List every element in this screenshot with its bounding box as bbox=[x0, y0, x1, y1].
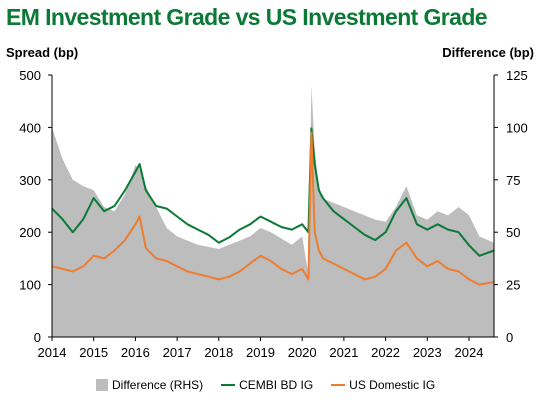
y-tick-label-right: 25 bbox=[506, 278, 520, 293]
x-tick-label: 2022 bbox=[371, 345, 400, 360]
x-tick-label: 2017 bbox=[163, 345, 192, 360]
x-tick-label: 2024 bbox=[455, 345, 484, 360]
legend-item-difference: Difference (RHS) bbox=[96, 378, 203, 392]
y-tick-label-left: 200 bbox=[19, 225, 41, 240]
legend-label-difference: Difference (RHS) bbox=[112, 378, 204, 392]
x-tick-label: 2023 bbox=[413, 345, 442, 360]
chart-title: EM Investment Grade vs US Investment Gra… bbox=[6, 4, 488, 30]
y-tick-label-right: 75 bbox=[506, 173, 520, 188]
series-line-us-domestic-ig bbox=[51, 131, 495, 286]
series-line-cembi-bd-ig bbox=[51, 127, 495, 257]
y-tick-label-right: 50 bbox=[506, 225, 520, 240]
y-tick-label-right: 100 bbox=[506, 120, 528, 135]
x-tick-label: 2015 bbox=[79, 345, 108, 360]
y-tick-label-left: 400 bbox=[19, 120, 41, 135]
legend-item-cembi: CEMBI BD IG bbox=[221, 378, 313, 392]
legend-swatch-us-ig bbox=[331, 384, 346, 386]
legend-item-us-ig: US Domestic IG bbox=[331, 378, 435, 392]
legend-swatch-cembi bbox=[221, 384, 236, 386]
x-tick-label: 2014 bbox=[38, 345, 67, 360]
y-tick-label-left: 500 bbox=[19, 68, 41, 83]
legend-label-cembi: CEMBI BD IG bbox=[239, 378, 314, 392]
y-axis-label-right: Difference (bp) bbox=[442, 45, 534, 60]
y-tick-label-right: 125 bbox=[506, 68, 528, 83]
x-tick-label: 2019 bbox=[246, 345, 275, 360]
legend-swatch-difference bbox=[96, 379, 108, 391]
x-tick-label: 2018 bbox=[204, 345, 233, 360]
legend: Difference (RHS) CEMBI BD IG US Domestic… bbox=[96, 378, 453, 392]
x-tick-label: 2016 bbox=[121, 345, 150, 360]
series-area-difference bbox=[52, 85, 494, 337]
y-tick-label-right: 0 bbox=[506, 330, 513, 345]
y-axis-label-left: Spread (bp) bbox=[6, 45, 79, 60]
x-tick-label: 2020 bbox=[288, 345, 317, 360]
y-tick-label-left: 300 bbox=[19, 173, 41, 188]
x-tick-label: 2021 bbox=[329, 345, 358, 360]
y-tick-label-left: 0 bbox=[34, 330, 41, 345]
y-tick-label-left: 100 bbox=[19, 278, 41, 293]
legend-label-us-ig: US Domestic IG bbox=[349, 378, 436, 392]
